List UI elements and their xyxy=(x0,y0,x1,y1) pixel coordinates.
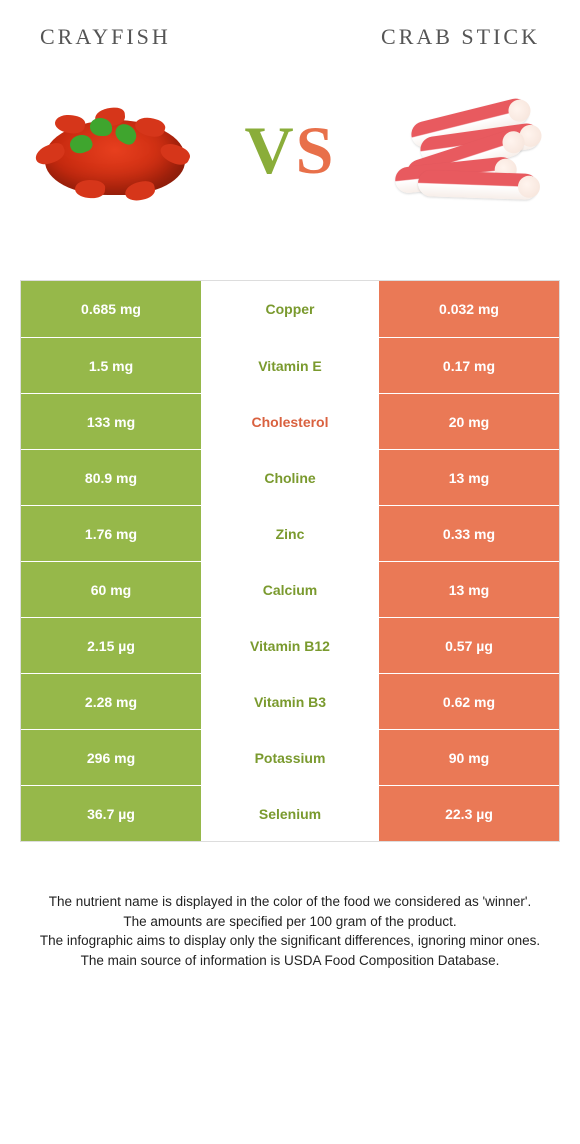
nutrient-label: Calcium xyxy=(201,562,379,617)
value-left: 1.5 mg xyxy=(21,338,201,393)
nutrient-comparison-table: 0.685 mgCopper0.032 mg1.5 mgVitamin E0.1… xyxy=(20,280,560,842)
table-row: 36.7 µgSelenium22.3 µg xyxy=(21,785,559,841)
footer-line: The nutrient name is displayed in the co… xyxy=(20,892,560,912)
value-left: 2.28 mg xyxy=(21,674,201,729)
footer-line: The infographic aims to display only the… xyxy=(20,931,560,951)
comparison-header: Crayfish Crab stick xyxy=(0,0,580,60)
value-right: 0.57 µg xyxy=(379,618,559,673)
value-right: 0.032 mg xyxy=(379,281,559,337)
table-row: 296 mgPotassium90 mg xyxy=(21,729,559,785)
value-right: 90 mg xyxy=(379,730,559,785)
value-right: 0.33 mg xyxy=(379,506,559,561)
nutrient-label: Selenium xyxy=(201,786,379,841)
value-left: 133 mg xyxy=(21,394,201,449)
value-right: 22.3 µg xyxy=(379,786,559,841)
value-left: 80.9 mg xyxy=(21,450,201,505)
footer-notes: The nutrient name is displayed in the co… xyxy=(0,862,580,1000)
crab-stick-image xyxy=(380,85,550,215)
nutrient-label: Vitamin E xyxy=(201,338,379,393)
nutrient-label: Choline xyxy=(201,450,379,505)
table-row: 60 mgCalcium13 mg xyxy=(21,561,559,617)
footer-line: The main source of information is USDA F… xyxy=(20,951,560,971)
value-right: 20 mg xyxy=(379,394,559,449)
value-left: 36.7 µg xyxy=(21,786,201,841)
value-left: 60 mg xyxy=(21,562,201,617)
comparison-images: VS xyxy=(0,60,580,260)
vs-s: S xyxy=(296,112,336,188)
nutrient-label: Vitamin B3 xyxy=(201,674,379,729)
value-left: 296 mg xyxy=(21,730,201,785)
table-row: 1.76 mgZinc0.33 mg xyxy=(21,505,559,561)
table-row: 2.28 mgVitamin B30.62 mg xyxy=(21,673,559,729)
table-row: 1.5 mgVitamin E0.17 mg xyxy=(21,337,559,393)
nutrient-label: Potassium xyxy=(201,730,379,785)
table-row: 2.15 µgVitamin B120.57 µg xyxy=(21,617,559,673)
table-row: 80.9 mgCholine13 mg xyxy=(21,449,559,505)
value-right: 13 mg xyxy=(379,562,559,617)
table-row: 0.685 mgCopper0.032 mg xyxy=(21,281,559,337)
value-right: 0.62 mg xyxy=(379,674,559,729)
vs-label: VS xyxy=(245,111,336,190)
crayfish-image xyxy=(30,85,200,215)
food-name-right: Crab stick xyxy=(381,24,540,50)
value-left: 1.76 mg xyxy=(21,506,201,561)
nutrient-label: Vitamin B12 xyxy=(201,618,379,673)
nutrient-label: Zinc xyxy=(201,506,379,561)
table-row: 133 mgCholesterol20 mg xyxy=(21,393,559,449)
footer-line: The amounts are specified per 100 gram o… xyxy=(20,912,560,932)
value-left: 0.685 mg xyxy=(21,281,201,337)
food-name-left: Crayfish xyxy=(40,24,171,50)
vs-v: V xyxy=(245,112,296,188)
value-left: 2.15 µg xyxy=(21,618,201,673)
nutrient-label: Copper xyxy=(201,281,379,337)
value-right: 13 mg xyxy=(379,450,559,505)
value-right: 0.17 mg xyxy=(379,338,559,393)
nutrient-label: Cholesterol xyxy=(201,394,379,449)
